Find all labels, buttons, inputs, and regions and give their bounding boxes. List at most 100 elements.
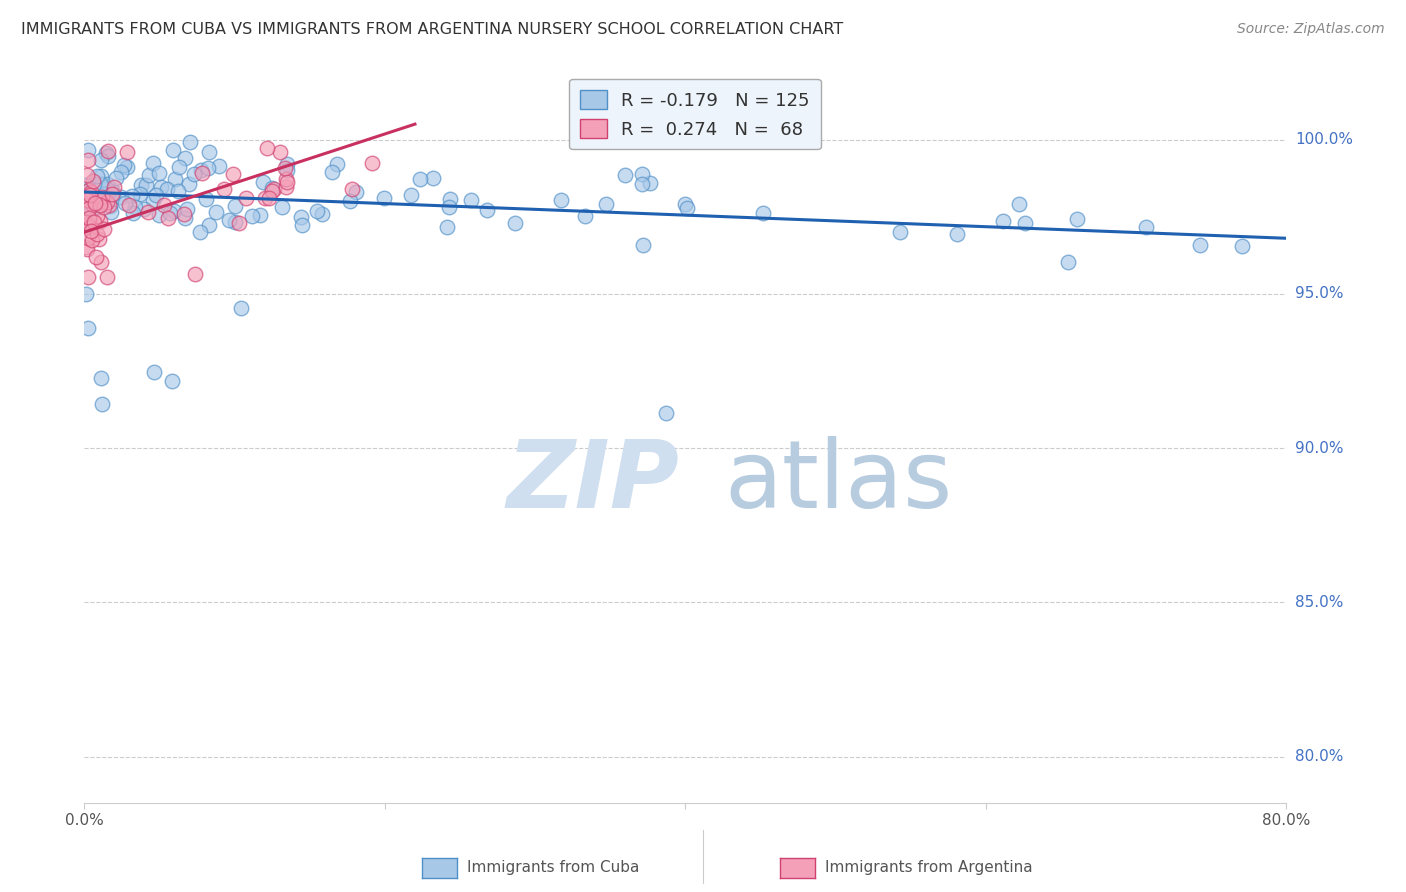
Point (89, 197, 111, 211)
Point (83, 215, 105, 229)
Point (100, 205, 122, 219)
Point (360, 156, 382, 170)
Point (93, 186, 115, 201)
Point (75, 219, 97, 233)
Point (291, 218, 314, 232)
Point (98, 198, 121, 212)
Point (145, 188, 167, 202)
Point (197, 219, 219, 233)
Point (167, 184, 190, 198)
Point (194, 192, 217, 206)
Point (94, 146, 117, 161)
Point (77, 211, 100, 226)
Point (174, 151, 197, 165)
Point (93, 222, 115, 236)
Point (156, 181, 179, 195)
Point (342, 182, 364, 196)
Point (124, 200, 146, 214)
Point (550, 193, 572, 207)
Point (93, 200, 115, 214)
Point (1057, 255, 1080, 269)
Point (409, 172, 432, 186)
Point (129, 186, 152, 201)
Point (77, 183, 100, 197)
Point (321, 165, 343, 179)
Point (638, 176, 661, 190)
Point (595, 196, 617, 211)
Point (152, 198, 174, 212)
Point (276, 179, 298, 194)
Point (477, 202, 499, 217)
Text: Immigrants from Cuba: Immigrants from Cuba (467, 861, 640, 875)
Point (1189, 238, 1212, 252)
Point (257, 191, 280, 205)
Point (197, 161, 219, 175)
Point (77, 193, 100, 207)
Point (163, 204, 186, 219)
Point (240, 209, 263, 223)
Point (439, 200, 461, 214)
Point (631, 167, 654, 181)
Point (129, 178, 152, 192)
Point (150, 180, 173, 194)
Point (77, 201, 100, 215)
Point (1066, 211, 1088, 226)
Point (269, 145, 291, 160)
Text: atlas: atlas (724, 435, 952, 528)
Point (118, 198, 141, 212)
Point (675, 201, 697, 215)
Point (177, 177, 200, 191)
Point (77, 201, 100, 215)
Point (228, 216, 250, 230)
Point (135, 178, 157, 192)
Point (75, 287, 97, 301)
Point (190, 163, 212, 178)
Point (110, 165, 132, 179)
Point (325, 157, 347, 171)
Point (399, 187, 422, 202)
Point (176, 202, 198, 216)
Point (101, 187, 124, 202)
Point (76, 242, 98, 256)
Legend: R = -0.179   N = 125, R =  0.274   N =  68: R = -0.179 N = 125, R = 0.274 N = 68 (569, 78, 821, 149)
Point (305, 204, 328, 219)
Point (673, 197, 696, 211)
Point (80, 224, 103, 238)
Point (101, 183, 124, 197)
Point (83, 196, 105, 211)
Point (89, 198, 111, 212)
Point (1230, 238, 1253, 252)
Point (1014, 216, 1036, 230)
Point (235, 191, 257, 205)
Text: 80.0%: 80.0% (1295, 749, 1343, 764)
Point (224, 199, 246, 213)
Point (97, 197, 120, 211)
Text: Source: ZipAtlas.com: Source: ZipAtlas.com (1237, 22, 1385, 37)
Point (631, 177, 654, 191)
Point (191, 166, 214, 180)
Point (90, 178, 112, 193)
Point (77, 219, 100, 233)
Text: 85.0%: 85.0% (1295, 595, 1343, 610)
Point (1135, 219, 1157, 234)
Point (83, 201, 105, 215)
Point (179, 135, 201, 149)
Point (90, 169, 112, 183)
Point (82, 195, 104, 210)
Point (752, 206, 775, 220)
Text: ZIP: ZIP (506, 435, 679, 528)
Point (276, 163, 298, 178)
Point (96, 194, 118, 209)
Point (208, 159, 231, 173)
Point (574, 209, 596, 223)
Point (75, 187, 97, 202)
Text: 90.0%: 90.0% (1295, 441, 1343, 456)
Point (167, 160, 190, 174)
Point (655, 406, 678, 420)
Point (1008, 197, 1031, 211)
Point (274, 161, 297, 175)
Point (84, 196, 107, 211)
Point (83, 177, 105, 191)
Point (89, 214, 111, 228)
Point (260, 181, 283, 195)
